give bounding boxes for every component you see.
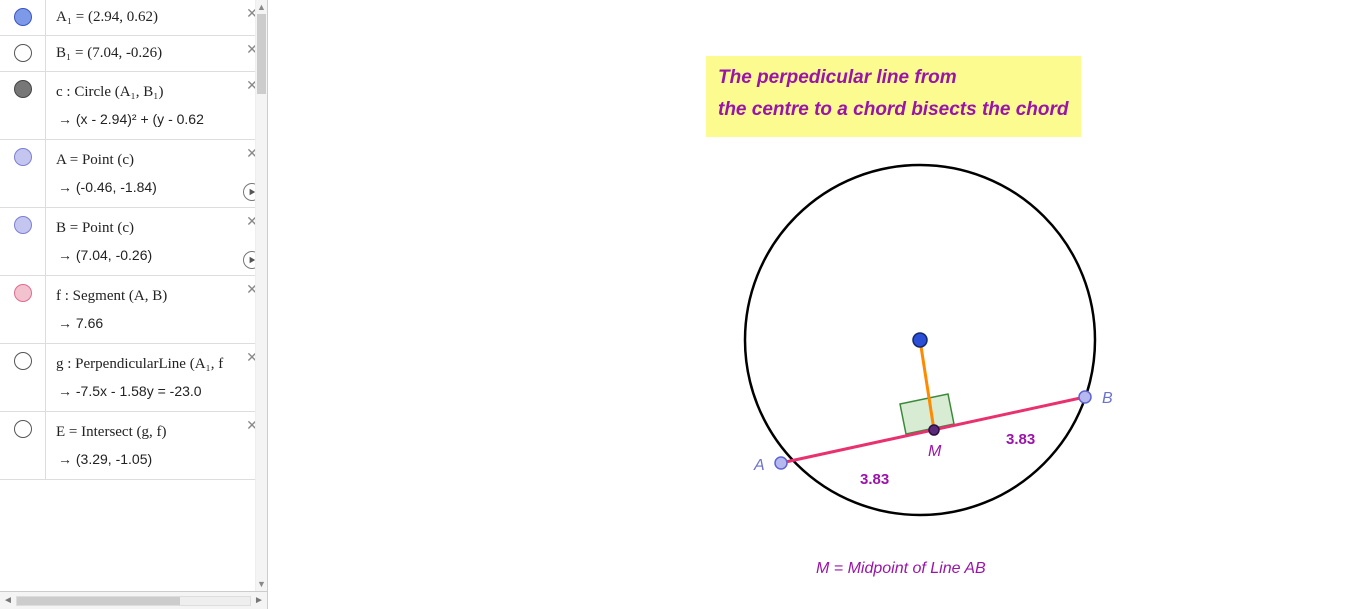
midpoint-caption-text: M = Midpoint of Line AB (816, 560, 986, 577)
point-a-label: A (753, 457, 765, 474)
algebra-definition[interactable]: g : PerpendicularLine (A₁, f → -7.5x - 1.… (46, 344, 267, 411)
visibility-bullet-icon[interactable] (14, 216, 32, 234)
visibility-bullet-icon[interactable] (14, 420, 32, 438)
visibility-toggle[interactable] (0, 0, 46, 35)
algebra-row[interactable]: E = Intersect (g, f)→ (3.29, -1.05)✕ (0, 412, 267, 480)
value-line: → (-0.46, -1.84) (56, 179, 261, 195)
length-mb: 3.83 (1006, 431, 1035, 448)
vscroll-track[interactable] (256, 14, 267, 577)
visibility-bullet-icon[interactable] (14, 8, 32, 26)
algebra-definition[interactable]: f : Segment (A, B)→ 7.66✕ (46, 276, 267, 343)
algebra-definition[interactable]: A = Point (c)→ (-0.46, -1.84)✕ (46, 140, 267, 207)
hscroll-thumb[interactable] (17, 597, 180, 605)
visibility-bullet-icon[interactable] (14, 352, 32, 370)
horizontal-scrollbar[interactable]: ◄ ► (0, 591, 267, 609)
algebra-definition[interactable]: E = Intersect (g, f)→ (3.29, -1.05)✕ (46, 412, 267, 479)
point-m (929, 425, 939, 435)
visibility-bullet-icon[interactable] (14, 44, 32, 62)
point-a (775, 457, 787, 469)
visibility-bullet-icon[interactable] (14, 148, 32, 166)
algebra-row[interactable]: f : Segment (A, B)→ 7.66✕ (0, 276, 267, 344)
algebra-row[interactable]: c : Circle (A₁, B₁) → (x - 2.94)² + (y - … (0, 72, 267, 140)
value-line: → -7.5x - 1.58y = -23.0 (56, 383, 261, 399)
visibility-toggle[interactable] (0, 344, 46, 411)
algebra-row[interactable]: g : PerpendicularLine (A₁, f → -7.5x - 1.… (0, 344, 267, 412)
value-line: → (3.29, -1.05) (56, 451, 261, 467)
visibility-toggle[interactable] (0, 72, 46, 139)
definition-line: A = Point (c) (56, 152, 261, 169)
visibility-toggle[interactable] (0, 36, 46, 71)
scroll-up-arrow-icon[interactable]: ▲ (256, 0, 267, 14)
algebra-row[interactable]: A₁ = (2.94, 0.62)✕ (0, 0, 267, 36)
point-b (1079, 391, 1091, 403)
point-m-label: M (928, 443, 942, 460)
visibility-bullet-icon[interactable] (14, 80, 32, 98)
geometry-svg: A B M 3.83 3.83 (268, 0, 1366, 609)
algebra-row[interactable]: A = Point (c)→ (-0.46, -1.84)✕ (0, 140, 267, 208)
value-line: → (7.04, -0.26) (56, 247, 261, 263)
algebra-definition[interactable]: c : Circle (A₁, B₁) → (x - 2.94)² + (y - … (46, 72, 267, 139)
value-line: → 7.66 (56, 315, 261, 331)
vertical-scrollbar[interactable]: ▲ ▼ (255, 0, 267, 591)
visibility-toggle[interactable] (0, 412, 46, 479)
definition-line: B = Point (c) (56, 220, 261, 237)
graphics-canvas[interactable]: The perpedicular line from the centre to… (268, 0, 1366, 609)
algebra-row[interactable]: B₁ = (7.04, -0.26)✕ (0, 36, 267, 72)
definition-line: B₁ = (7.04, -0.26) (56, 45, 261, 62)
visibility-toggle[interactable] (0, 140, 46, 207)
definition-line: c : Circle (A₁, B₁) (56, 84, 261, 101)
visibility-toggle[interactable] (0, 276, 46, 343)
algebra-definition[interactable]: A₁ = (2.94, 0.62)✕ (46, 0, 267, 35)
definition-line: f : Segment (A, B) (56, 288, 261, 305)
scroll-right-arrow-icon[interactable]: ► (251, 592, 267, 609)
visibility-toggle[interactable] (0, 208, 46, 275)
point-b-label: B (1102, 390, 1113, 407)
algebra-row[interactable]: B = Point (c)→ (7.04, -0.26)✕ (0, 208, 267, 276)
point-center (913, 333, 927, 347)
value-line: → (x - 2.94)² + (y - 0.62 (56, 111, 261, 127)
algebra-list: A₁ = (2.94, 0.62)✕B₁ = (7.04, -0.26)✕c :… (0, 0, 267, 591)
visibility-bullet-icon[interactable] (14, 284, 32, 302)
algebra-definition[interactable]: B = Point (c)→ (7.04, -0.26)✕ (46, 208, 267, 275)
vscroll-thumb[interactable] (257, 14, 266, 94)
midpoint-caption: M = Midpoint of Line AB (816, 560, 986, 578)
app-root: A₁ = (2.94, 0.62)✕B₁ = (7.04, -0.26)✕c :… (0, 0, 1366, 609)
hscroll-track[interactable] (16, 596, 251, 606)
definition-line: A₁ = (2.94, 0.62) (56, 9, 261, 26)
definition-line: E = Intersect (g, f) (56, 424, 261, 441)
algebra-sidebar: A₁ = (2.94, 0.62)✕B₁ = (7.04, -0.26)✕c :… (0, 0, 268, 609)
algebra-definition[interactable]: B₁ = (7.04, -0.26)✕ (46, 36, 267, 71)
definition-line: g : PerpendicularLine (A₁, f (56, 356, 261, 373)
scroll-left-arrow-icon[interactable]: ◄ (0, 592, 16, 609)
length-am: 3.83 (860, 471, 889, 488)
scroll-down-arrow-icon[interactable]: ▼ (256, 577, 267, 591)
